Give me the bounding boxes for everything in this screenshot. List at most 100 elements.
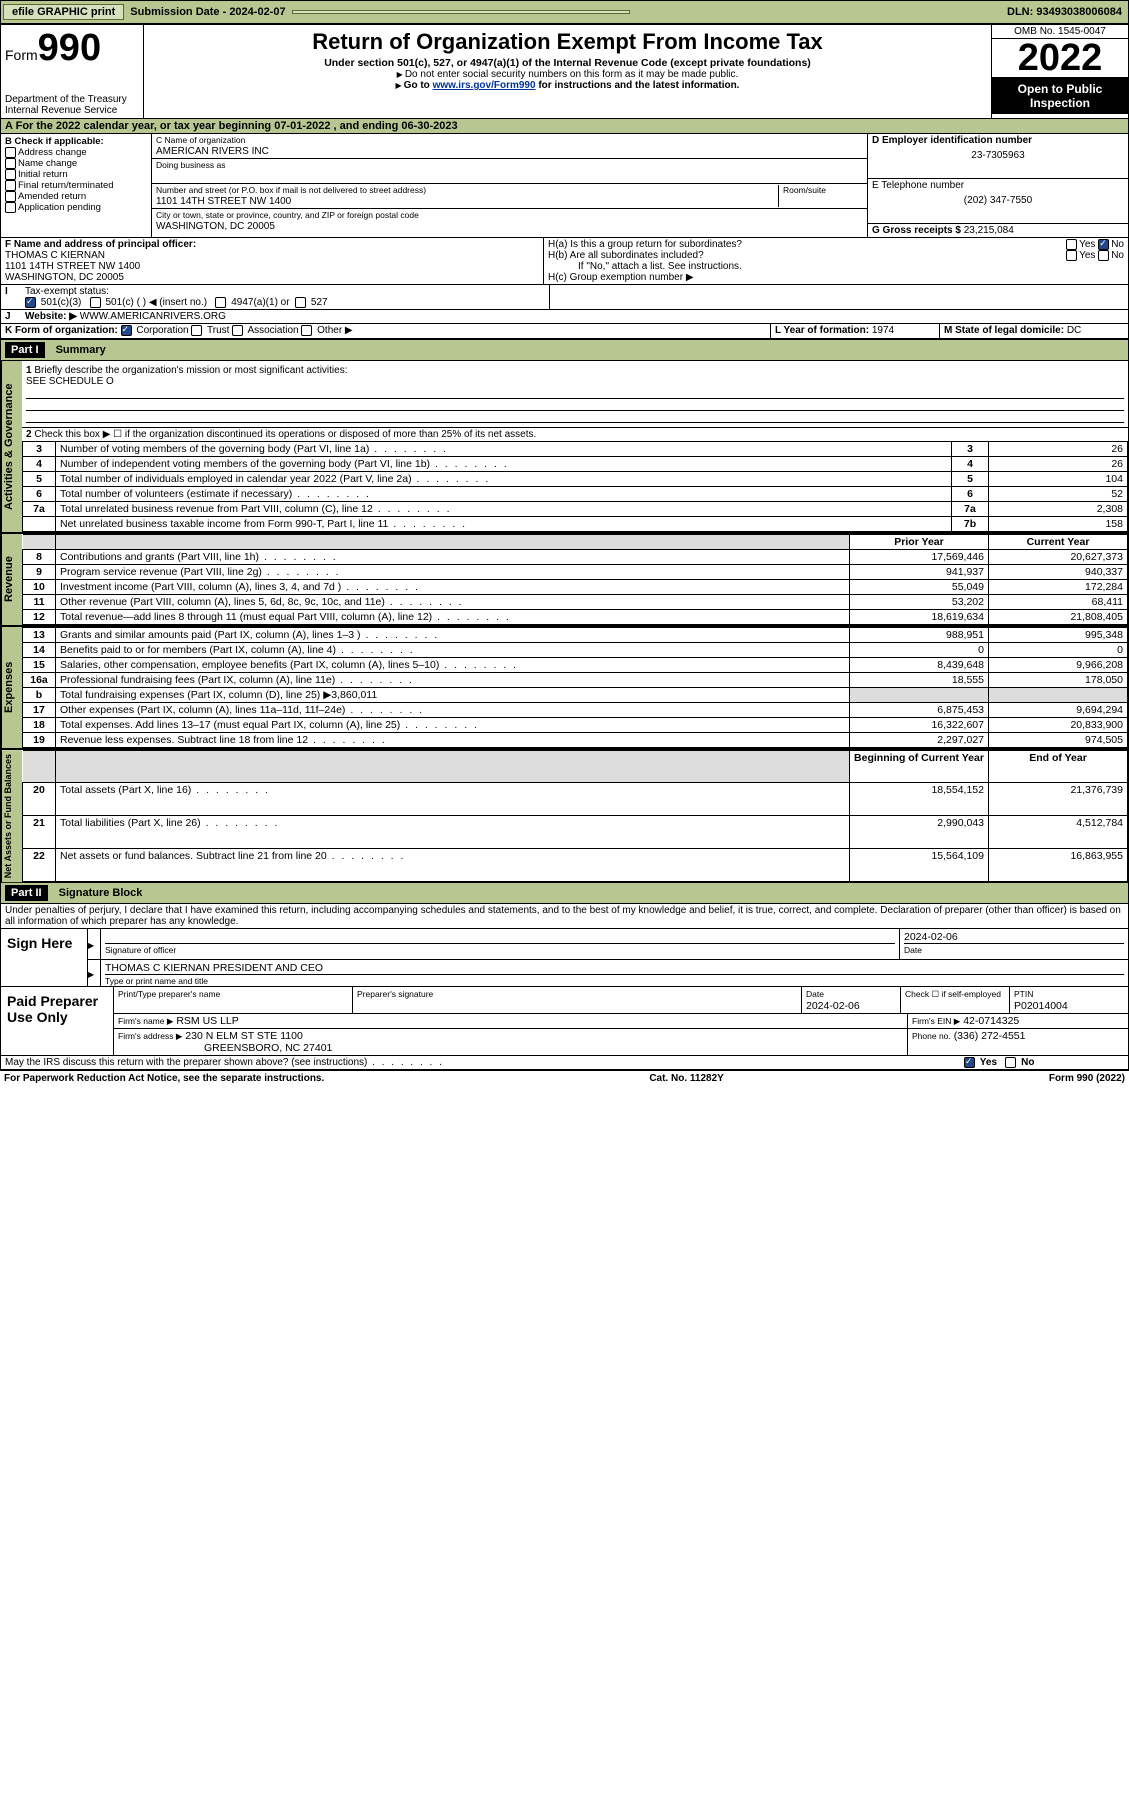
part-i-bar: Part I Summary — [1, 339, 1128, 361]
opt-pending: Application pending — [18, 202, 101, 213]
note-goto-pre: Go to — [404, 80, 433, 91]
check-4947[interactable] — [215, 297, 226, 308]
line-j: J Website: ▶ WWW.AMERICANRIVERS.ORG — [1, 310, 1128, 324]
firm-phone: (336) 272-4551 — [954, 1030, 1026, 1042]
check-trust[interactable] — [191, 325, 202, 336]
part-i-title: Summary — [48, 344, 106, 356]
check-527[interactable] — [295, 297, 306, 308]
subtitle: Under section 501(c), 527, or 4947(a)(1)… — [148, 57, 987, 69]
section-deg: D Employer identification number23-73059… — [868, 134, 1128, 237]
open-to-public: Open to Public Inspection — [992, 78, 1128, 114]
line-klm: K Form of organization: Corporation Trus… — [1, 324, 1128, 338]
opt-final: Final return/terminated — [18, 180, 114, 191]
type-name-label: Type or print name and title — [105, 976, 208, 986]
check-name-change[interactable] — [5, 158, 16, 169]
header-mid: Return of Organization Exempt From Incom… — [144, 25, 991, 118]
sig-arrow-icon-2 — [88, 960, 101, 986]
opt-corp: Corporation — [136, 326, 188, 337]
check-address-change[interactable] — [5, 147, 16, 158]
note-goto-post: for instructions and the latest informat… — [536, 80, 740, 91]
hb-yes[interactable] — [1066, 250, 1077, 261]
check-other[interactable] — [301, 325, 312, 336]
tab-revenue: Revenue — [1, 534, 22, 625]
firm-addr-label: Firm's address ▶ — [118, 1031, 182, 1041]
form-body: Form990 Department of the Treasury Inter… — [0, 24, 1129, 1071]
g-label: G Gross receipts $ — [872, 225, 961, 236]
discuss-yes-text: Yes — [980, 1057, 997, 1068]
section-f: F Name and address of principal officer:… — [1, 238, 544, 284]
yes-text: Yes — [1079, 239, 1095, 250]
sign-here-label: Sign Here — [1, 929, 88, 986]
officer-addr2: WASHINGTON, DC 20005 — [5, 272, 124, 283]
discuss-yes[interactable] — [964, 1057, 975, 1068]
ha-yes[interactable] — [1066, 239, 1077, 250]
form-title: Return of Organization Exempt From Incom… — [148, 29, 987, 55]
f-label: F Name and address of principal officer: — [5, 239, 196, 250]
form990-link[interactable]: www.irs.gov/Form990 — [433, 80, 536, 91]
d-label: D Employer identification number — [872, 135, 1032, 146]
prep-sig-label: Preparer's signature — [357, 989, 433, 999]
sig-arrow-icon — [88, 929, 101, 959]
check-initial[interactable] — [5, 169, 16, 180]
discuss-no-text: No — [1021, 1057, 1034, 1068]
form-label: Form — [5, 47, 38, 63]
tab-expenses: Expenses — [1, 627, 22, 748]
check-501c[interactable] — [90, 297, 101, 308]
part-ii-bar: Part II Signature Block — [1, 882, 1128, 904]
footer-mid: Cat. No. 11282Y — [649, 1073, 723, 1084]
firm-addr1: 230 N ELM ST STE 1100 — [185, 1030, 303, 1042]
check-corp[interactable] — [121, 325, 132, 336]
opt-other: Other ▶ — [317, 326, 352, 337]
website-value: WWW.AMERICANRIVERS.ORG — [80, 311, 226, 322]
ha-no[interactable] — [1098, 239, 1109, 250]
sig-date-label: Date — [904, 945, 922, 955]
header-left: Form990 Department of the Treasury Inter… — [1, 25, 144, 118]
footer-right: Form 990 (2022) — [1049, 1073, 1125, 1084]
part-ii-title: Signature Block — [51, 887, 143, 899]
revenue-table: Prior YearCurrent Year8Contributions and… — [22, 534, 1128, 625]
state-domicile: DC — [1067, 325, 1081, 336]
check-assoc[interactable] — [232, 325, 243, 336]
org-address: 1101 14TH STREET NW 1400 — [156, 196, 291, 207]
part-i-body: Activities & Governance 1 Briefly descri… — [1, 361, 1128, 532]
check-amended[interactable] — [5, 191, 16, 202]
fh-block: F Name and address of principal officer:… — [1, 238, 1128, 285]
firm-addr2: GREENSBORO, NC 27401 — [118, 1042, 903, 1054]
j-label: Website: ▶ — [25, 311, 77, 322]
footer: For Paperwork Reduction Act Notice, see … — [0, 1071, 1129, 1086]
discuss-no[interactable] — [1005, 1057, 1016, 1068]
hb-note: If "No," attach a list. See instructions… — [548, 261, 1124, 272]
form-number: 990 — [38, 27, 101, 69]
efile-button[interactable]: efile GRAPHIC print — [3, 4, 124, 20]
discuss-row: May the IRS discuss this return with the… — [1, 1056, 1128, 1070]
l-label: L Year of formation: — [775, 325, 869, 336]
line-i: I Tax-exempt status: 501(c)(3) 501(c) ( … — [1, 285, 1128, 310]
opt-4947: 4947(a)(1) or — [231, 297, 289, 308]
no-text: No — [1111, 239, 1124, 250]
check-501c3[interactable] — [25, 297, 36, 308]
tab-netassets: Net Assets or Fund Balances — [1, 750, 22, 882]
yes-text2: Yes — [1079, 250, 1095, 261]
check-pending[interactable] — [5, 202, 16, 213]
ptin-value: P02014004 — [1014, 1000, 1068, 1012]
submission-blank — [292, 10, 630, 14]
city-label: City or town, state or province, country… — [156, 210, 419, 220]
section-b: B Check if applicable: Address change Na… — [1, 134, 152, 237]
sig-date-value: 2024-02-06 — [904, 931, 1124, 943]
line2-text: Check this box ▶ ☐ if the organization d… — [34, 429, 536, 440]
firm-phone-label: Phone no. — [912, 1031, 951, 1041]
firm-ein-label: Firm's EIN ▶ — [912, 1016, 960, 1026]
hb-no[interactable] — [1098, 250, 1109, 261]
discuss-text: May the IRS discuss this return with the… — [5, 1057, 367, 1068]
no-text2: No — [1111, 250, 1124, 261]
gross-receipts: 23,215,084 — [964, 225, 1014, 236]
ptin-label: PTIN — [1014, 989, 1033, 999]
paid-preparer-row: Paid Preparer Use Only Print/Type prepar… — [1, 987, 1128, 1056]
officer-addr1: 1101 14TH STREET NW 1400 — [5, 261, 140, 272]
ein-value: 23-7305963 — [872, 146, 1124, 161]
check-self-employed: Check ☐ if self-employed — [905, 989, 1001, 999]
check-final[interactable] — [5, 180, 16, 191]
header-right: OMB No. 1545-0047 2022 Open to Public In… — [991, 25, 1128, 118]
org-name: AMERICAN RIVERS INC — [156, 146, 269, 157]
section-c: C Name of organizationAMERICAN RIVERS IN… — [152, 134, 868, 237]
